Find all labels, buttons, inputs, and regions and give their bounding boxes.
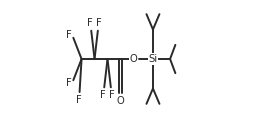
Text: O: O [130,54,137,64]
Text: F: F [100,90,106,100]
Text: Si: Si [148,54,157,64]
Text: F: F [67,78,72,88]
Text: O: O [117,96,124,106]
Text: F: F [67,30,72,40]
Text: F: F [109,90,115,100]
Text: F: F [96,18,102,28]
Text: F: F [75,95,81,105]
Text: F: F [87,18,93,28]
